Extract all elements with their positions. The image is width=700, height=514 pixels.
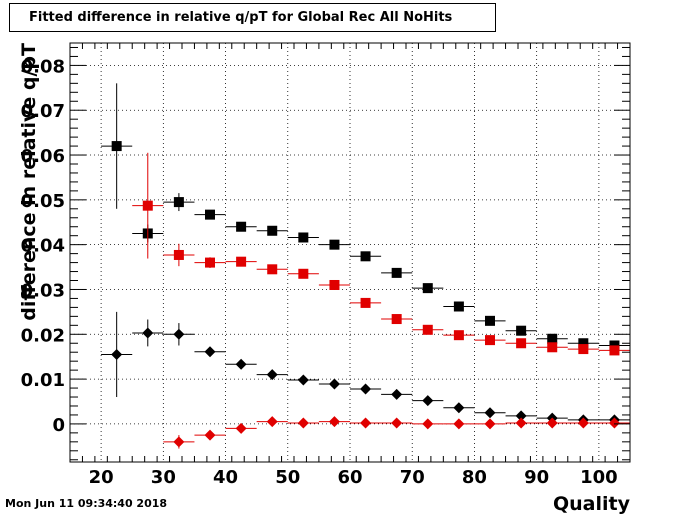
data-point (329, 279, 340, 290)
x-tick-label: 20 (89, 467, 114, 488)
chart-title-box: Fitted difference in relative q/pT for G… (9, 3, 496, 32)
grid-lines (70, 43, 630, 462)
data-point (205, 257, 215, 268)
data-point (266, 369, 278, 381)
data-point (205, 209, 215, 220)
data-point (546, 417, 558, 429)
data-point (298, 232, 309, 243)
data-point (328, 378, 340, 390)
data-point (266, 416, 278, 428)
series-1 (132, 152, 630, 356)
data-point (204, 429, 216, 441)
data-point (422, 283, 433, 294)
axis-ticks: 20 30 40 50 60 70 80 90 100 0 0.01 0.02 0.03 0.04 0.05… (21, 43, 631, 488)
data-point (235, 358, 247, 370)
data-point (484, 407, 496, 419)
data-point (515, 410, 527, 422)
x-tick-label: 30 (151, 467, 176, 488)
data-point (578, 338, 589, 349)
y-tick-label: 0.02 (21, 325, 65, 346)
data-point (360, 297, 371, 308)
data-point (609, 345, 620, 356)
data-point (547, 342, 558, 353)
y-tick-label: 0.01 (21, 370, 65, 391)
data-point (516, 338, 527, 349)
chart-title: Fitted difference in relative q/pT for G… (29, 10, 453, 25)
x-tick-label: 60 (337, 467, 362, 488)
data-point (515, 417, 527, 429)
data-point (484, 418, 496, 430)
series-3 (163, 416, 630, 449)
y-tick-label: 0.08 (21, 56, 65, 77)
x-axis-label: Quality (553, 493, 631, 514)
data-point (297, 417, 309, 429)
x-tick-label: 90 (524, 467, 549, 488)
data-point (267, 225, 278, 236)
data-point (391, 267, 402, 278)
data-point (297, 374, 309, 386)
data-point (422, 324, 433, 335)
data-point (328, 416, 340, 428)
y-tick-label: 0.06 (21, 146, 65, 167)
data-point (485, 315, 495, 326)
data-point (360, 383, 372, 395)
x-tick-label: 50 (275, 467, 300, 488)
data-point (391, 314, 402, 325)
data-point (453, 301, 464, 312)
data-point (298, 268, 309, 279)
data-point (516, 325, 527, 336)
y-tick-label: 0.04 (21, 236, 65, 257)
y-tick-label: 0.05 (21, 191, 65, 212)
data-point (173, 197, 184, 208)
data-point (391, 417, 403, 429)
y-tick-label: 0 (52, 415, 65, 436)
data-point (360, 251, 371, 262)
data-point (111, 141, 122, 152)
data-point (453, 418, 465, 430)
y-axis-label: difference in relative q/pT (18, 43, 40, 321)
timestamp: Mon Jun 11 09:34:40 2018 (5, 497, 168, 510)
data-point (235, 422, 247, 434)
data-point (173, 328, 185, 340)
data-point (267, 264, 278, 275)
data-point (142, 200, 153, 211)
data-point (453, 402, 465, 414)
y-tick-label: 0.07 (21, 101, 65, 122)
data-point (236, 256, 247, 267)
data-point (422, 418, 434, 430)
data-point (578, 344, 589, 355)
data-point (236, 221, 247, 232)
data-point (360, 417, 372, 429)
data-point (111, 348, 123, 360)
data-point (547, 333, 558, 344)
x-tick-label: 70 (400, 467, 425, 488)
data-point (173, 436, 185, 448)
data-point (391, 388, 403, 400)
data-point (204, 346, 216, 358)
data-point (173, 249, 184, 260)
plot-frame (69, 42, 631, 463)
data-point (142, 327, 154, 339)
y-tick-label: 0.03 (21, 280, 65, 301)
data-point (485, 335, 495, 346)
data-point (453, 330, 464, 341)
series-2 (101, 311, 630, 426)
x-tick-label: 40 (213, 467, 238, 488)
data-point (608, 417, 620, 429)
x-tick-label: 100 (580, 467, 618, 488)
data-point (422, 395, 434, 407)
series-0 (101, 83, 630, 351)
data-point (329, 239, 340, 250)
x-tick-label: 80 (462, 467, 487, 488)
data-point (577, 417, 589, 429)
data-marks (101, 83, 630, 449)
